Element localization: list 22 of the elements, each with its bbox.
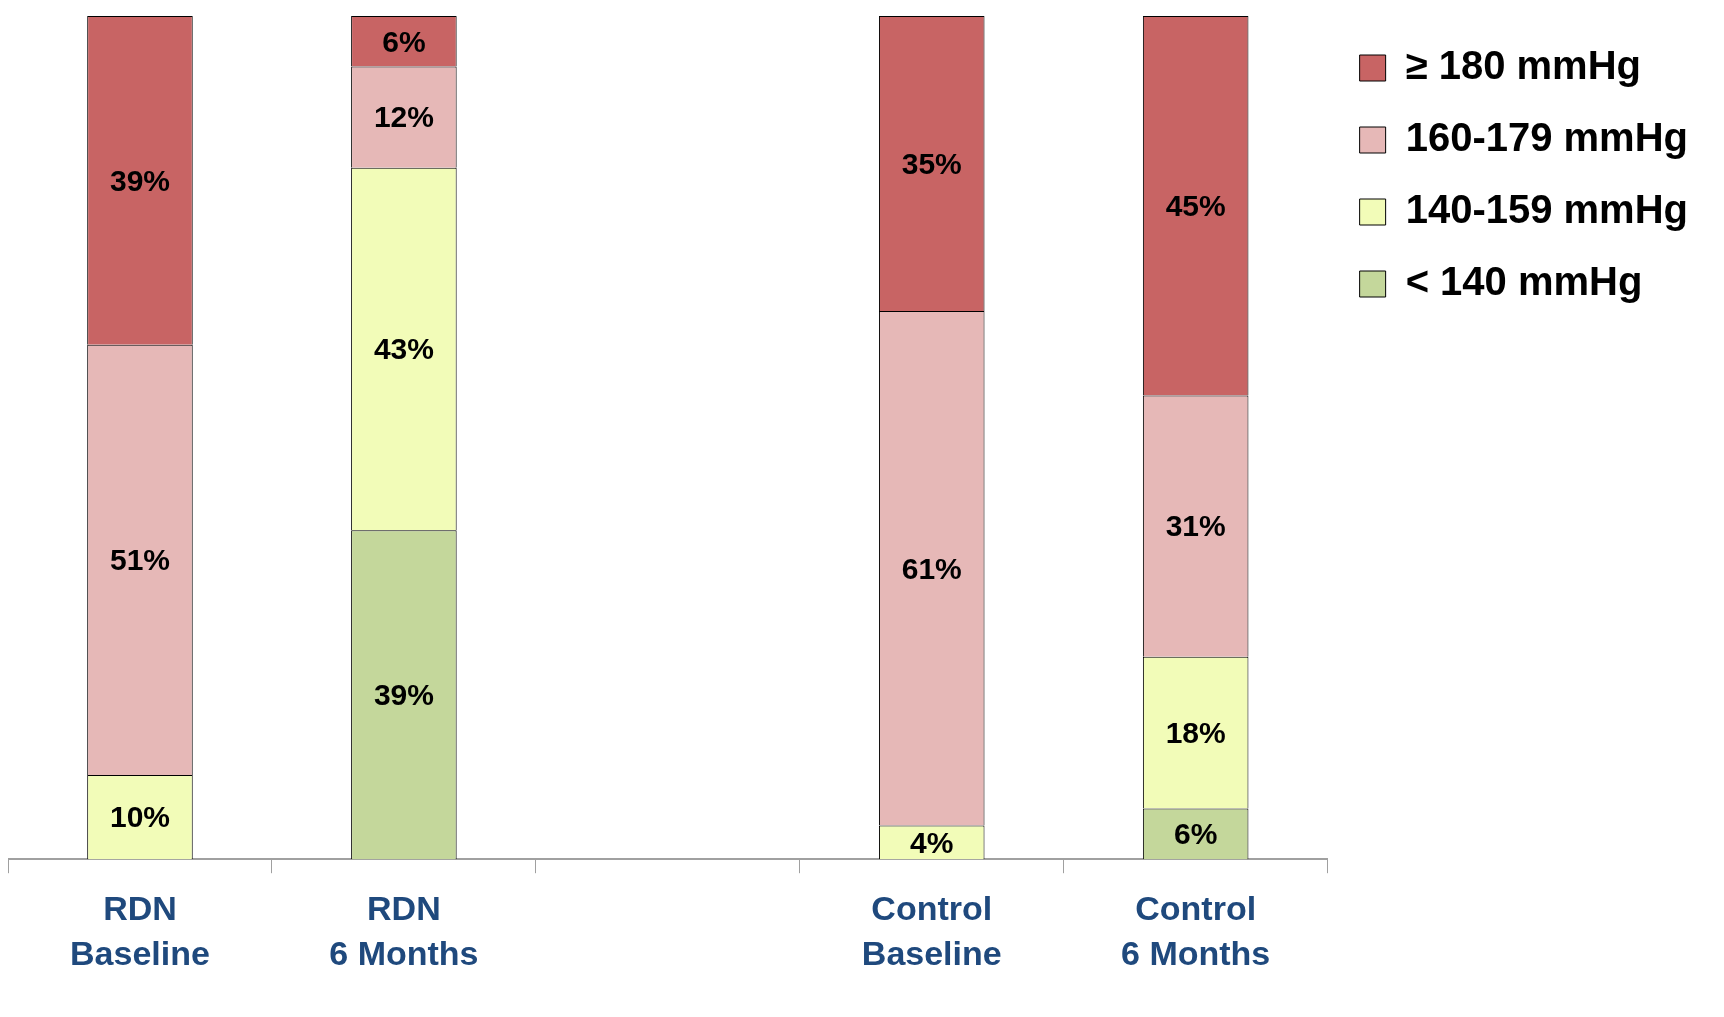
x-tick-label: RDN Baseline bbox=[70, 888, 210, 973]
legend-label: 160-179 mmHg bbox=[1405, 115, 1689, 160]
data-label: 31% bbox=[1165, 509, 1226, 543]
data-label: 45% bbox=[1165, 188, 1226, 222]
data-label: 6% bbox=[382, 24, 426, 58]
legend-label: ≥ 180 mmHg bbox=[1405, 43, 1642, 88]
legend-label: 140-159 mmHg bbox=[1405, 187, 1689, 232]
data-label: 18% bbox=[1165, 715, 1226, 749]
x-tick-label: Control 6 Months bbox=[1121, 888, 1271, 973]
data-label: 35% bbox=[901, 146, 962, 180]
x-tick-label: RDN 6 Months bbox=[329, 888, 479, 973]
x-tick-label: Control Baseline bbox=[861, 888, 1002, 973]
data-label: 10% bbox=[109, 800, 170, 834]
data-label: 43% bbox=[373, 332, 434, 366]
data-label: 61% bbox=[901, 551, 962, 585]
data-label: 51% bbox=[109, 543, 170, 577]
data-label: 39% bbox=[109, 163, 170, 197]
data-label: 39% bbox=[373, 678, 434, 712]
legend-label: < 140 mmHg bbox=[1405, 259, 1643, 304]
data-label: 4% bbox=[910, 825, 954, 859]
data-label: 6% bbox=[1173, 817, 1218, 851]
data-label: 12% bbox=[373, 100, 434, 134]
